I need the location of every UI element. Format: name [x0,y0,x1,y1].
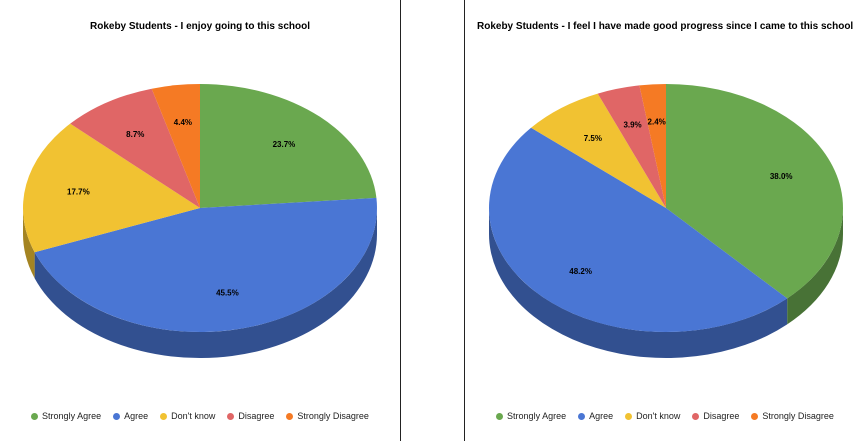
legend-label: Strongly Disagree [762,411,834,421]
pie-slice [639,84,666,208]
legend-label: Disagree [238,411,275,421]
legend-item: Strongly Agree [496,411,566,421]
slice-label: 48.2% [569,267,592,276]
legend-swatch [286,412,294,420]
slice-label: 45.5% [216,289,239,298]
pie-slice [200,84,377,208]
pie-slice [70,88,200,208]
legend-item: Don't know [625,411,680,421]
pie-sides [489,208,843,359]
slice-label: 4.4% [174,118,192,127]
legend-swatch [227,412,235,420]
slice-label: 8.7% [126,130,144,139]
chart-panel-right: Rokeby Students - I feel I have made goo… [464,0,865,441]
legend-label: Disagree [703,411,740,421]
pie-slice-side [34,208,378,358]
legend-item: Strongly Agree [31,411,101,421]
legend-item: Strongly Disagree [751,411,834,421]
legend-swatch [31,412,39,420]
slice-label: 17.7% [67,187,90,196]
chart-title: Rokeby Students - I feel I have made goo… [477,21,854,32]
legend-label: Agree [124,411,149,421]
chart-title: Rokeby Students - I enjoy going to this … [89,21,310,32]
legend-label: Strongly Disagree [297,411,369,421]
pie-slice [666,84,843,299]
legend-label: Strongly Agree [507,411,567,421]
legend-label: Don't know [171,411,216,421]
legend-label: Don't know [636,411,681,421]
chart-legend: Strongly Agree Agree Don't know Disagree Str… [0,411,400,421]
legend-label: Strongly Agree [42,411,102,421]
pie-slice-side [23,208,35,279]
legend-swatch [160,412,168,420]
slice-label: 7.5% [584,134,602,143]
pie-slice-side [787,208,843,325]
pie-slice [34,197,378,332]
legend-label: Agree [589,411,614,421]
slice-label: 23.7% [273,140,296,149]
legend-item: Disagree [227,411,274,421]
legend-swatch [113,412,121,420]
legend-item: Agree [578,411,613,421]
chart-panel-left: Rokeby Students - I enjoy going to this … [0,0,401,441]
pie-slice [23,123,201,253]
legend-swatch [625,412,633,420]
legend-item: Strongly Disagree [286,411,369,421]
pie-slice [531,93,666,208]
legend-swatch [751,412,759,420]
slice-label: 38.0% [770,172,793,181]
legend-swatch [578,412,586,420]
pie-slice [597,85,666,208]
legend-item: Don't know [160,411,215,421]
pie-slice [489,127,788,333]
slice-label: 3.9% [623,120,641,129]
chart-legend: Strongly Agree Agree Don't know Disagree Str… [465,411,865,421]
slice-label: 2.4% [648,117,666,126]
pie-chart: 23.7% 45.5% 17.7% 8.7% 4.4% [23,84,378,358]
pie-slice-side [489,208,788,359]
legend-swatch [496,412,504,420]
pie-chart: 38.0% 48.2% 7.5% 3.9% 2.4% [489,84,843,359]
legend-swatch [692,412,700,420]
pie-slice [151,84,200,208]
legend-item: Agree [113,411,148,421]
legend-item: Disagree [692,411,739,421]
pie-sides [23,208,378,358]
